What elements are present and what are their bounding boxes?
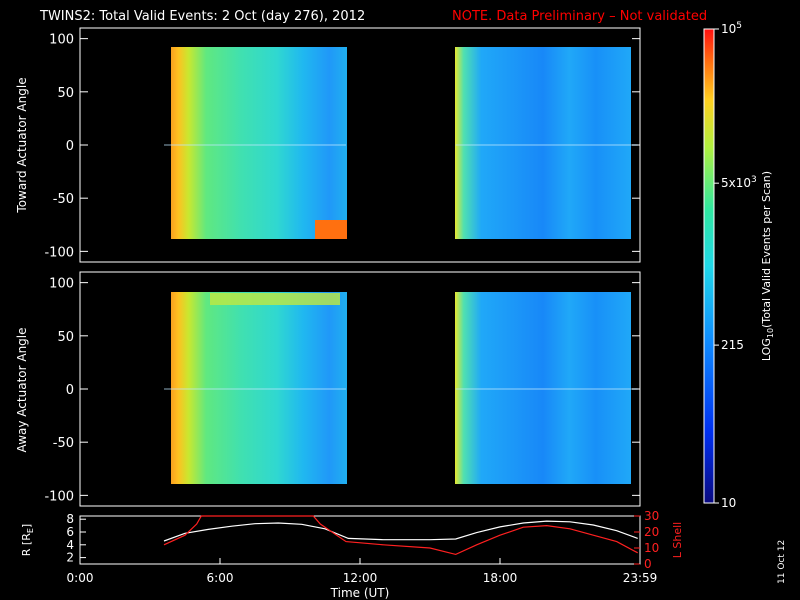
- heatmap-toward-segment-2: [455, 47, 631, 239]
- colorbar-tick-label: 105: [721, 21, 742, 36]
- preliminary-note: NOTE. Data Preliminary – Not validated: [452, 9, 707, 24]
- x-tick-label: 18:00: [483, 571, 518, 585]
- colorbar: 105 5x103 215 10 LOG10(Total Valid Events p…: [703, 21, 775, 510]
- r-tick-label: 4: [66, 538, 74, 552]
- heatmap-toward-segment-1-hotspot: [315, 220, 347, 239]
- date-stamp: 11 Oct 12: [777, 540, 787, 584]
- xlabel-time: Time (UT): [330, 586, 390, 600]
- ylabel-lshell: L Shell: [671, 522, 684, 558]
- ytick-label: -50: [53, 436, 74, 451]
- ytick-label: 50: [57, 330, 74, 345]
- colorbar-tick-label: 10: [721, 496, 736, 510]
- ylabel-r: R [RE]: [20, 524, 35, 556]
- colorbar-label: LOG10(Total Valid Events per Scan): [760, 171, 775, 361]
- r-tick-label: 8: [66, 512, 74, 526]
- x-tick-label: 12:00: [343, 571, 378, 585]
- ytick-label: 100: [49, 277, 74, 292]
- panel-toward: 100 50 0 -50 -100 Toward Actuator Angle: [15, 27, 641, 263]
- lshell-tick-label: 30: [644, 509, 659, 523]
- lshell-series-line: [163, 515, 638, 556]
- colorbar-tick-label: 215: [721, 338, 744, 352]
- colorbar-gradient: [703, 28, 715, 504]
- heatmap-toward-segment-1: [171, 47, 347, 239]
- x-tick-label: 6:00: [207, 571, 234, 585]
- x-tick-label: 23:59: [623, 571, 658, 585]
- r-tick-label: 2: [66, 551, 74, 565]
- colorbar-tick-label: 5x103: [721, 175, 757, 190]
- ytick-label: 0: [66, 139, 74, 154]
- x-tick-label: 0:00: [67, 571, 94, 585]
- r-series-line: [163, 520, 638, 542]
- r-tick-label: 6: [66, 525, 74, 539]
- ylabel-away: Away Actuator Angle: [15, 327, 29, 452]
- lshell-tick-label: 20: [644, 525, 659, 539]
- ytick-label: 50: [57, 86, 74, 101]
- ytick-label: -100: [44, 245, 74, 260]
- ytick-label: -50: [53, 192, 74, 207]
- lshell-tick-label: 10: [644, 541, 659, 555]
- heatmap-away-segment-1-band: [210, 293, 340, 305]
- ytick-label: 100: [49, 33, 74, 48]
- heatmap-away-segment-2: [455, 292, 631, 484]
- ytick-label: 0: [66, 383, 74, 398]
- lshell-tick-label: 0: [644, 557, 652, 571]
- ylabel-toward: Toward Actuator Angle: [15, 77, 29, 213]
- panel-away: 100 50 0 -50 -100 Away Actuator Angle: [15, 271, 641, 507]
- heatmap-away-segment-1: [171, 292, 347, 484]
- figure-title: TWINS2: Total Valid Events: 2 Oct (day 2…: [39, 9, 365, 24]
- ytick-label: -100: [44, 489, 74, 504]
